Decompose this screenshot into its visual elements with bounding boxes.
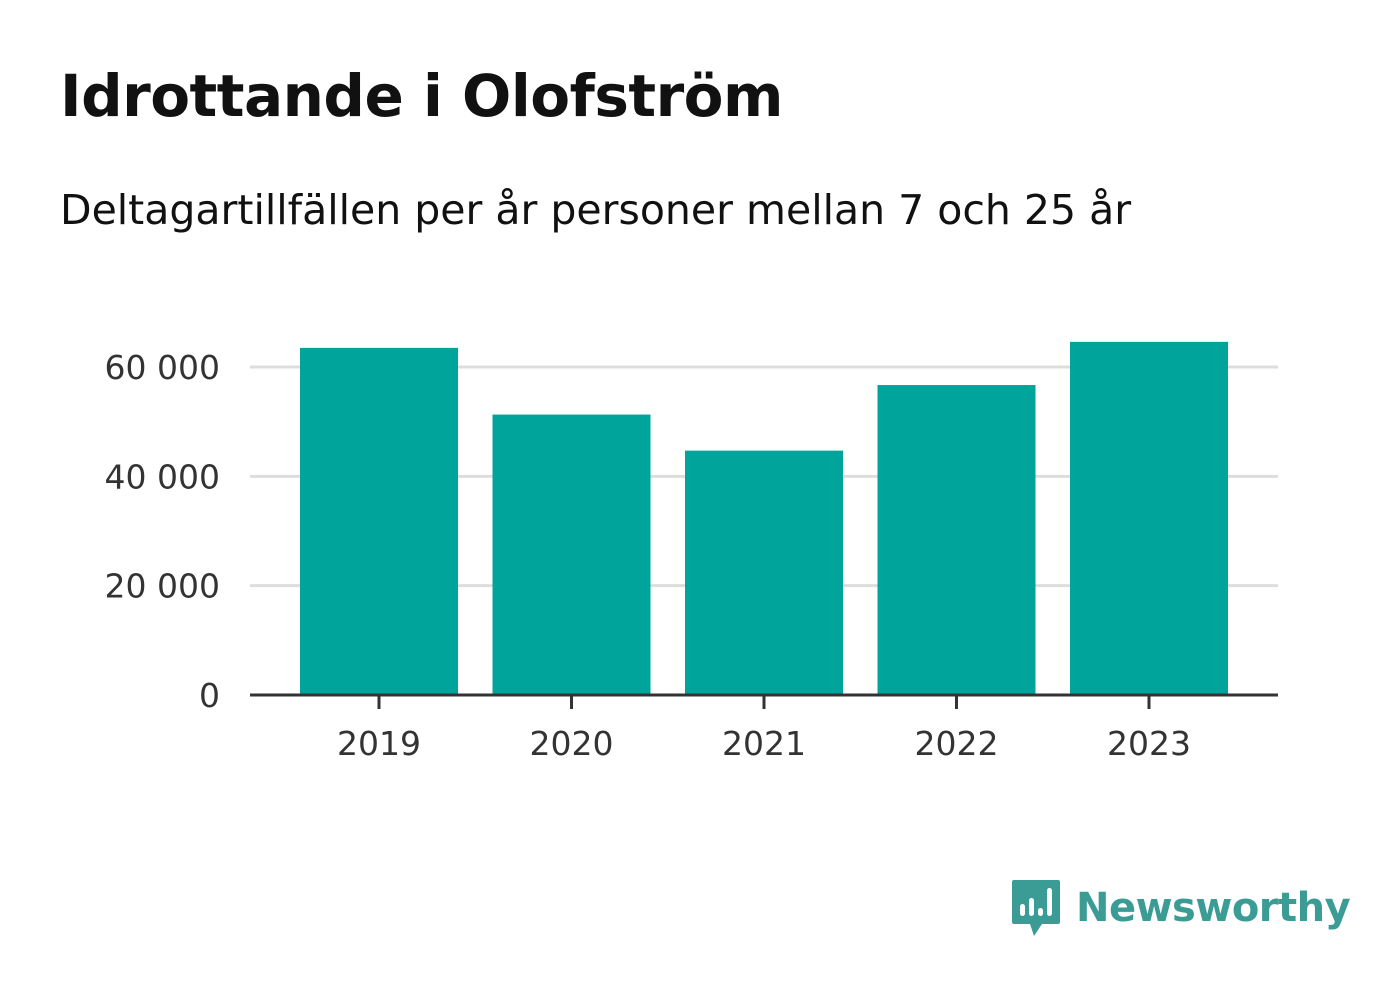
axes: 0 20 000 40 000 60 000 2019 2020 2021 2022 2023: [105, 348, 1278, 763]
x-tick-label: 2023: [1107, 724, 1191, 763]
y-tick-label: 60 000: [105, 348, 220, 387]
y-tick-label: 40 000: [105, 457, 220, 496]
newsworthy-logo: Newsworthy: [1010, 878, 1351, 938]
bar-2023: [1070, 341, 1228, 695]
bar-2019: [300, 347, 458, 695]
chart-subtitle: Deltagartillfällen per år personer mella…: [60, 186, 1132, 234]
bar-2020: [492, 414, 651, 695]
bar-2022: [877, 385, 1036, 695]
x-tick-label: 2022: [915, 724, 999, 763]
x-tick-label: 2020: [530, 724, 614, 763]
bar-2021: [685, 450, 843, 695]
bar-chart-speech-bubble-icon: [1012, 880, 1060, 936]
logo-text: Newsworthy: [1076, 885, 1351, 931]
x-tick-label: 2019: [337, 724, 421, 763]
bars: [300, 341, 1228, 695]
y-tick-label: 0: [199, 676, 220, 715]
x-tick-label: 2021: [722, 724, 806, 763]
y-tick-label: 20 000: [105, 567, 220, 606]
chart-title: Idrottande i Olofström: [60, 62, 783, 130]
